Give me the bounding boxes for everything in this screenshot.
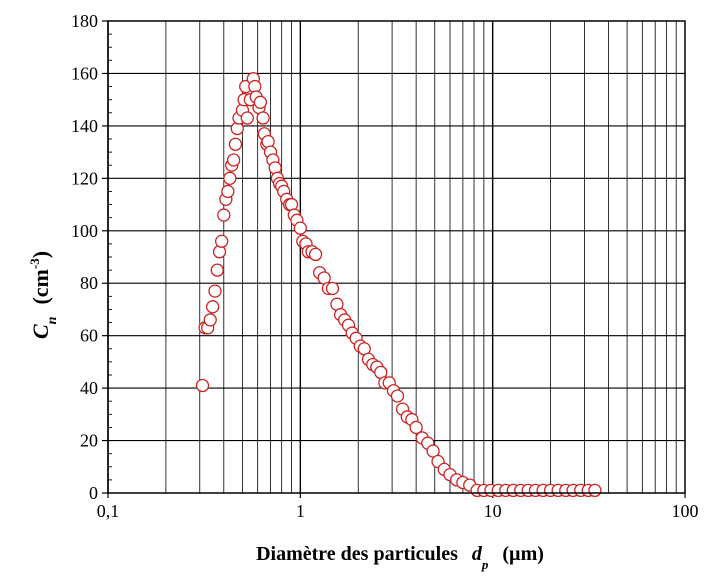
data-point (256, 111, 270, 125)
data-point (223, 171, 237, 185)
data-point (205, 300, 220, 314)
x-axis-symbol-subscript: p (481, 557, 489, 572)
major-grid (107, 20, 685, 494)
tick-labels: 0 20 40 60 80 100 120 140 160 180 0,1 1 10 100 (71, 11, 699, 521)
y-tick-label: 140 (71, 116, 98, 136)
y-axis-symbol: C (28, 324, 53, 339)
data-point (308, 247, 323, 262)
x-axis-label: Diamètre des particules (256, 543, 458, 565)
minor-grid (165, 21, 677, 493)
y-axis-unit-exponent: -3 (27, 258, 42, 269)
x-tick-label: 1 (296, 501, 305, 521)
data-point (253, 95, 268, 109)
data-point (210, 263, 224, 277)
y-tick-label: 180 (71, 11, 98, 31)
y-tick-label: 100 (71, 221, 98, 241)
data-point (215, 234, 229, 248)
y-tick-label: 20 (80, 431, 98, 451)
x-axis-unit: (µm) (502, 543, 544, 565)
data-point (426, 444, 440, 458)
data-point (195, 378, 210, 393)
data-point (293, 221, 307, 235)
y-tick-label: 60 (80, 326, 98, 346)
y-tick-label: 160 (71, 63, 98, 83)
y-tick-label: 40 (80, 378, 98, 398)
data-point (203, 313, 217, 327)
data-point (240, 111, 254, 125)
y-axis-title: Cn (cm-3) (27, 251, 60, 339)
data-point (409, 420, 423, 435)
y-axis-unit-close: ) (28, 251, 53, 258)
y-axis-symbol-subscript: n (45, 316, 60, 324)
data-point (221, 184, 235, 199)
y-tick-label: 0 (89, 483, 98, 503)
x-axis-symbol: d (472, 543, 483, 565)
x-tick-label: 100 (672, 501, 699, 521)
data-point (228, 137, 243, 151)
data-point (390, 389, 405, 403)
x-tick-label: 10 (484, 501, 502, 521)
data-points (195, 72, 602, 498)
data-point (217, 208, 231, 222)
data-point (208, 284, 222, 298)
x-axis-title: Diamètre des particules dp (µm) (256, 543, 544, 572)
data-point (226, 153, 241, 167)
data-point (325, 281, 340, 296)
plot-frame (107, 20, 686, 494)
axis-ticks (102, 20, 686, 498)
x-tick-label: 0,1 (97, 501, 120, 521)
y-tick-label: 80 (80, 273, 98, 293)
data-point (588, 483, 602, 498)
y-axis-unit-open: (cm (28, 269, 53, 304)
y-tick-label: 120 (71, 168, 98, 188)
